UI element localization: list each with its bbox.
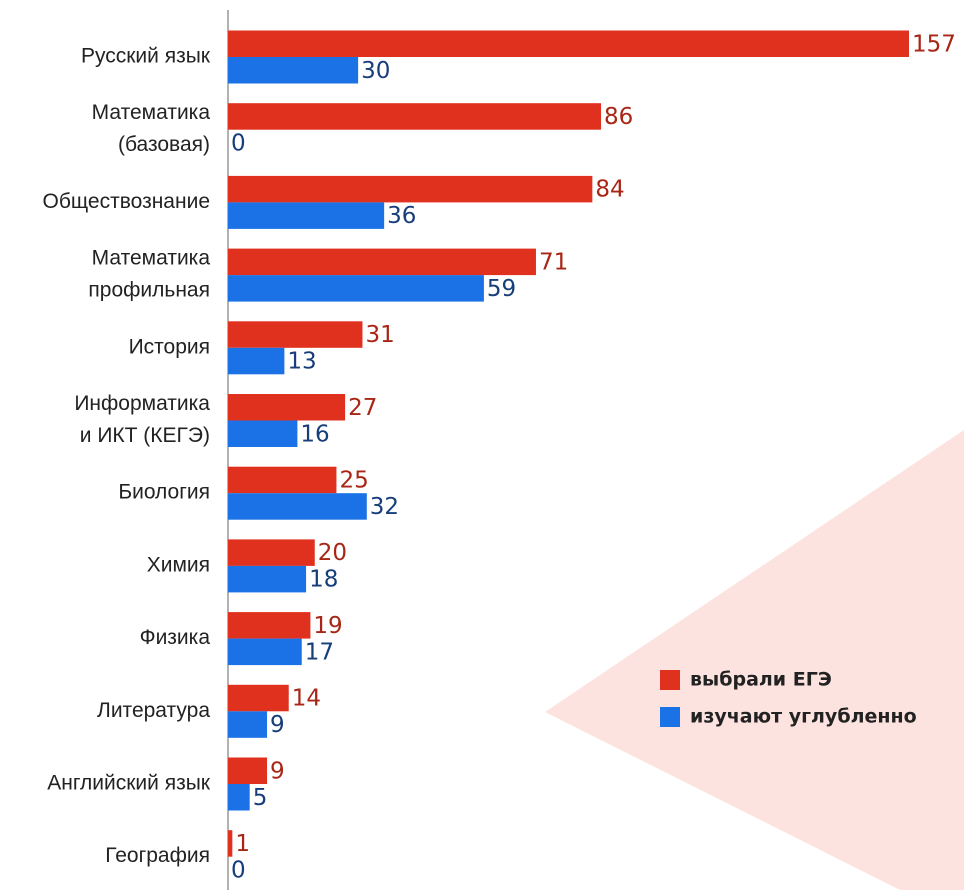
- bar: [228, 638, 302, 666]
- category-label: История: [129, 335, 210, 358]
- value-label: 0: [231, 857, 246, 883]
- bar: [228, 57, 359, 84]
- category-label: Математика: [92, 101, 211, 124]
- category-label: (базовая): [118, 133, 210, 156]
- bar: [228, 103, 602, 130]
- value-label: 19: [313, 613, 342, 639]
- legend-swatch: [660, 670, 680, 690]
- value-label: 27: [348, 395, 377, 421]
- background-shape: [545, 430, 964, 890]
- value-label: 36: [387, 203, 416, 229]
- value-label: 31: [365, 322, 394, 348]
- category-label: Литература: [97, 699, 210, 722]
- value-label: 20: [318, 540, 347, 566]
- bar: [228, 347, 285, 375]
- value-label: 16: [300, 421, 329, 447]
- value-label: 59: [487, 276, 516, 302]
- category-label: Информатика: [74, 392, 210, 415]
- category-label: профильная: [88, 279, 210, 302]
- bar: [228, 539, 315, 566]
- bar: [228, 684, 289, 712]
- value-label: 17: [305, 639, 334, 665]
- value-label: 25: [339, 467, 368, 493]
- bar: [228, 321, 363, 348]
- bar: [228, 784, 250, 811]
- bar: [228, 248, 536, 276]
- value-label: 14: [292, 686, 321, 712]
- category-label: Русский язык: [81, 45, 211, 68]
- bar: [228, 612, 311, 639]
- value-label: 71: [539, 249, 568, 275]
- category-label: Английский язык: [47, 772, 211, 795]
- category-label: География: [105, 844, 210, 867]
- bar: [228, 565, 307, 593]
- value-label: 86: [604, 104, 633, 130]
- value-label: 5: [253, 785, 268, 811]
- category-label: Математика: [92, 247, 211, 270]
- value-label: 0: [231, 130, 246, 156]
- legend-swatch: [660, 707, 680, 727]
- bar: [228, 394, 346, 421]
- legend-label: выбрали ЕГЭ: [690, 669, 832, 691]
- bar: [228, 202, 385, 229]
- value-label: 9: [270, 758, 285, 784]
- value-label: 13: [287, 349, 316, 375]
- category-label: и ИКТ (КЕГЭ): [80, 424, 210, 447]
- bar: [228, 275, 484, 302]
- value-label: 9: [270, 712, 285, 738]
- legend-label: изучают углубленно: [690, 706, 917, 728]
- value-label: 84: [595, 177, 624, 203]
- category-label: Физика: [140, 626, 211, 649]
- bar: [228, 466, 337, 494]
- category-label: Химия: [147, 553, 210, 576]
- value-label: 157: [912, 31, 956, 57]
- bar: [228, 830, 233, 857]
- bar: [228, 493, 367, 520]
- category-label: Биология: [118, 481, 210, 504]
- value-label: 32: [370, 494, 399, 520]
- category-label: Обществознание: [43, 190, 210, 213]
- bar: [228, 757, 268, 784]
- bar: [228, 175, 593, 203]
- value-label: 18: [309, 567, 338, 593]
- bar: [228, 420, 298, 447]
- value-label: 1: [235, 831, 250, 857]
- value-label: 30: [361, 58, 390, 84]
- bar: [228, 711, 268, 738]
- bar: [228, 30, 909, 57]
